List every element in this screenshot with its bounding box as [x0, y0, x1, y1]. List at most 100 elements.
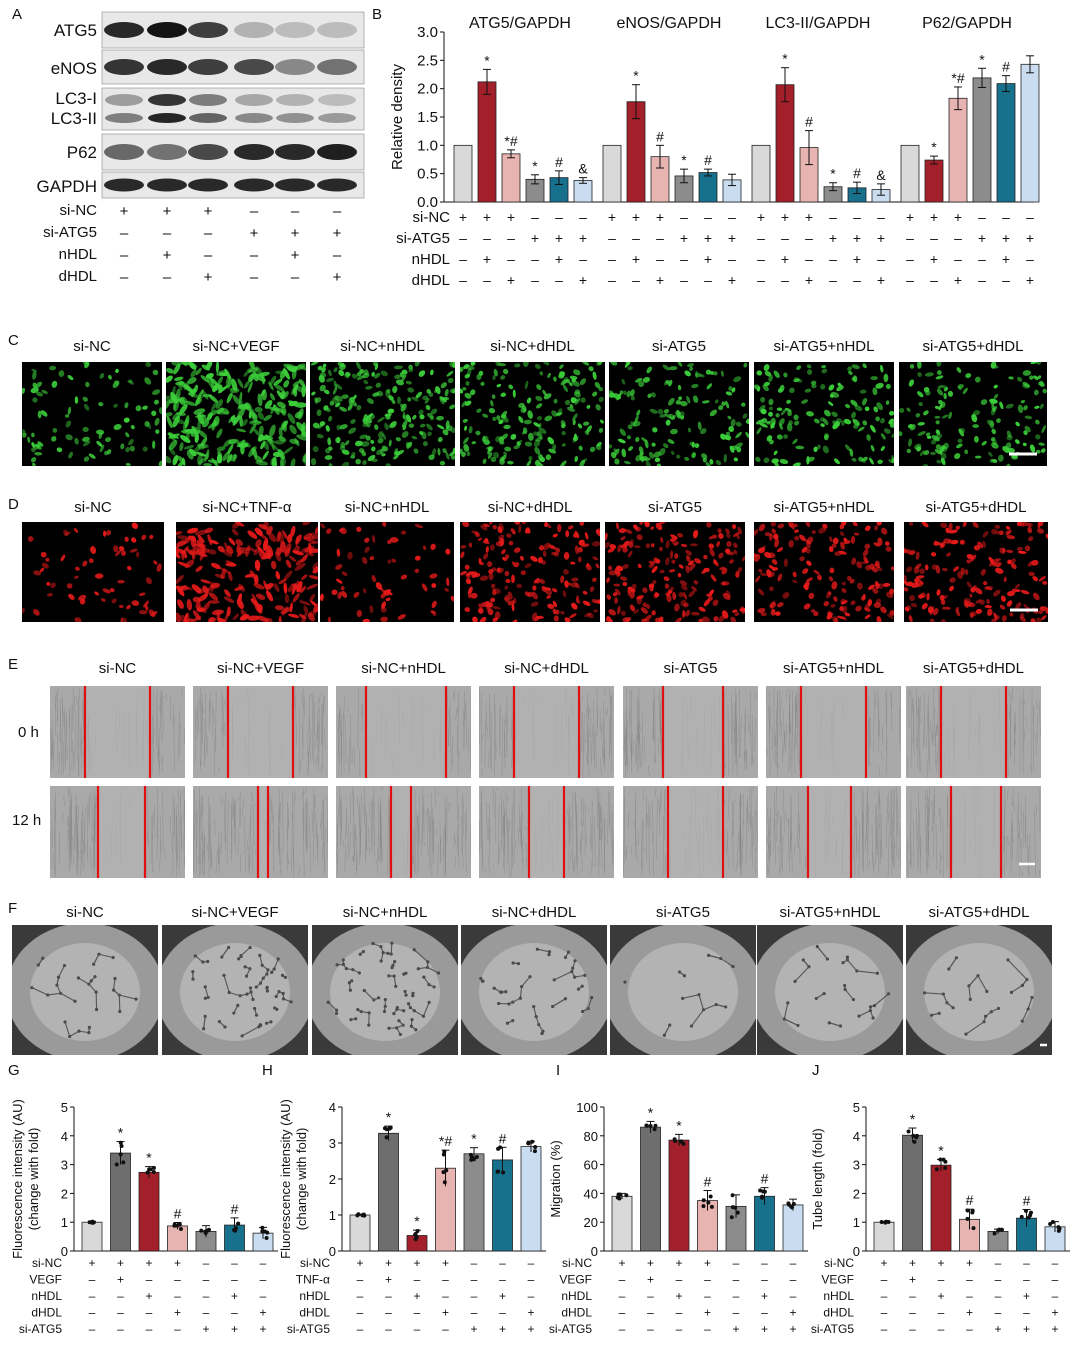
cell [519, 555, 524, 561]
data-point [530, 1139, 535, 1144]
cell-texture [502, 790, 504, 792]
cell [585, 563, 592, 571]
density-sign: + [805, 272, 813, 288]
cell [999, 604, 1006, 610]
blot-sign: + [163, 247, 172, 264]
cell [687, 427, 692, 433]
cell [237, 400, 243, 411]
cell [957, 438, 963, 443]
cell [851, 377, 856, 382]
tube-node [937, 1011, 941, 1015]
treatment-sign: – [676, 1322, 683, 1336]
cell-texture [590, 861, 593, 875]
tube-node [406, 1002, 411, 1006]
cell [720, 370, 724, 377]
cell [980, 399, 988, 405]
cell [632, 420, 641, 427]
cell [431, 448, 437, 457]
cell-texture [747, 714, 750, 732]
cell [510, 528, 516, 535]
cell [336, 424, 341, 431]
density-sign: + [954, 209, 962, 225]
tube-node [76, 976, 81, 980]
panel-letter-b: B [372, 6, 383, 23]
tube-node [362, 988, 366, 993]
cell [353, 591, 360, 598]
cell-texture [456, 705, 459, 714]
cell-texture [316, 697, 319, 742]
cell-texture [417, 815, 420, 844]
cell [833, 617, 839, 622]
cell [194, 414, 207, 418]
cell [709, 548, 715, 557]
tube-image [610, 925, 756, 1055]
cell [369, 604, 374, 614]
cell [338, 369, 345, 377]
cell [439, 396, 445, 405]
cell [470, 362, 476, 366]
cell [773, 370, 780, 379]
cell [963, 599, 969, 608]
cell [627, 586, 633, 591]
cell [268, 532, 277, 543]
significance-mark: & [876, 167, 886, 183]
cell [653, 451, 661, 458]
cell-texture [301, 693, 304, 705]
cell [363, 379, 369, 385]
cell [288, 400, 298, 407]
density-sign: – [704, 272, 712, 288]
density-sign: – [954, 230, 962, 246]
cell [1041, 615, 1047, 621]
cell [483, 552, 489, 560]
cell [371, 575, 376, 583]
cell [786, 423, 793, 432]
tube-node [227, 990, 231, 995]
cell [468, 542, 473, 548]
cell [66, 583, 73, 589]
treatment-sign: – [203, 1289, 210, 1303]
cell [619, 428, 626, 437]
cell [565, 530, 570, 538]
cell-texture [1003, 801, 1006, 840]
cell [796, 365, 802, 371]
cell [768, 571, 775, 578]
density-sign: – [728, 209, 736, 225]
cell [68, 451, 73, 459]
blot-sign: + [250, 225, 259, 242]
calcein-image [609, 362, 749, 466]
cell-texture [787, 817, 790, 860]
tube-segment [221, 947, 230, 958]
cell-texture [248, 845, 250, 874]
bar [698, 172, 718, 203]
cell [1039, 606, 1048, 611]
cell [109, 588, 115, 593]
cell [1045, 609, 1048, 614]
cell [763, 364, 770, 371]
cell [112, 380, 120, 389]
cell [504, 570, 510, 577]
cell [304, 545, 315, 552]
cell-texture [783, 789, 785, 834]
tube-node [793, 979, 797, 983]
cell [693, 532, 698, 539]
cell-texture [214, 818, 216, 836]
cell [376, 449, 384, 456]
significance-mark: *# [951, 70, 964, 86]
cell [609, 392, 615, 398]
density-sign: – [483, 230, 491, 246]
cell [490, 583, 496, 589]
cell [278, 578, 287, 585]
cell [45, 557, 50, 562]
data-point [879, 1219, 884, 1224]
cell-texture [878, 766, 881, 777]
tube-node [62, 963, 67, 968]
cell [219, 567, 232, 574]
cell [106, 530, 112, 536]
y-tick-label: 3 [329, 1136, 336, 1151]
cell [176, 388, 181, 399]
cell [691, 383, 699, 389]
wound-gap [85, 686, 150, 778]
cell-texture [600, 809, 603, 841]
cell [866, 434, 871, 441]
cell [449, 388, 455, 393]
